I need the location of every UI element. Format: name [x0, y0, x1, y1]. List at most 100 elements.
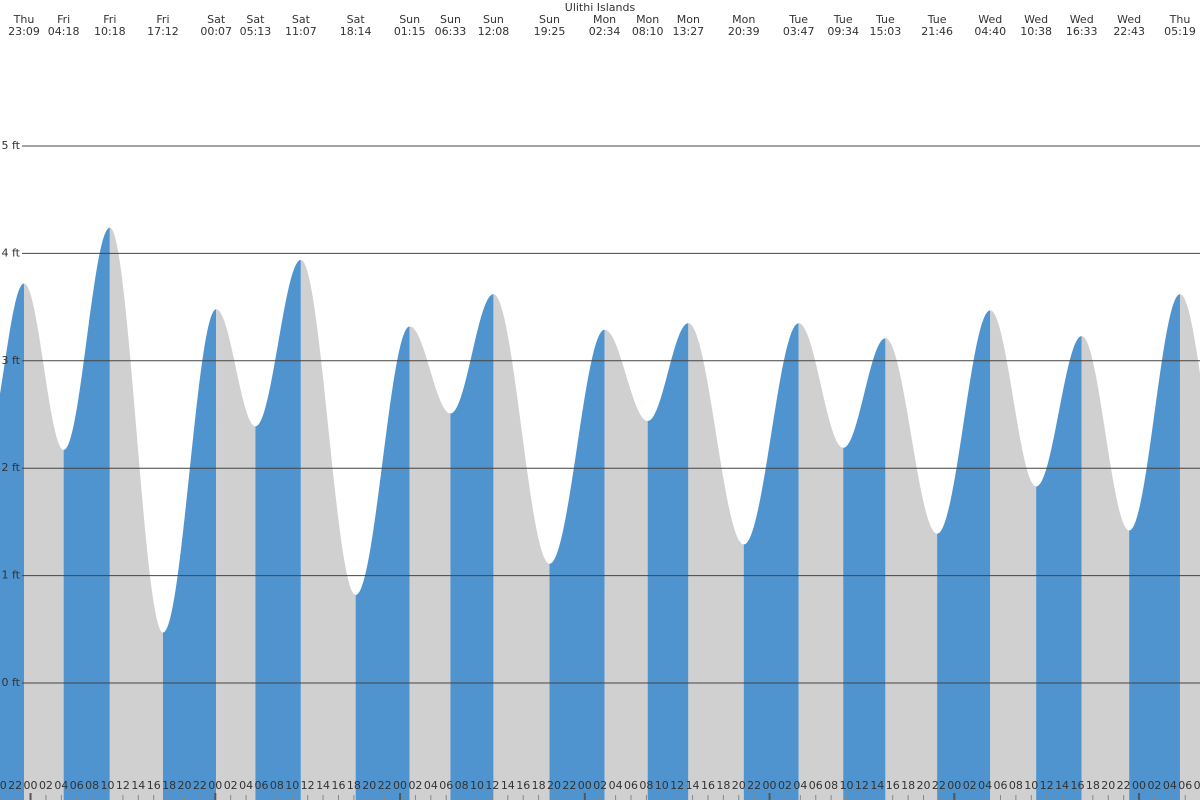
hour-tick — [476, 795, 478, 800]
extreme-time: 03:47 — [783, 25, 815, 38]
hour-tick — [676, 795, 678, 800]
hour-tick — [199, 795, 201, 800]
hour-tick — [707, 795, 709, 800]
hour-tick — [107, 795, 109, 800]
hour-tick — [91, 795, 93, 800]
hour-tick — [553, 795, 555, 800]
hour-tick — [738, 795, 740, 800]
hour-label: 18 — [532, 779, 546, 792]
hour-label: 00 — [763, 779, 777, 792]
extreme-day: Fri — [57, 13, 70, 26]
hour-tick — [184, 795, 186, 800]
hour-tick — [260, 795, 262, 800]
hour-label: 00 — [947, 779, 961, 792]
rising-tide — [843, 338, 886, 800]
hour-label: 16 — [1070, 779, 1084, 792]
hour-tick — [892, 795, 894, 800]
hour-label: 14 — [870, 779, 884, 792]
hour-tick — [846, 795, 848, 800]
hour-tick — [799, 795, 801, 800]
falling-tide — [300, 259, 356, 800]
hour-label: 00 — [393, 779, 407, 792]
hour-tick — [1015, 795, 1017, 800]
extreme-time: 17:12 — [147, 25, 179, 38]
falling-tide — [216, 309, 256, 800]
hour-label: 14 — [686, 779, 700, 792]
extreme-time: 10:18 — [94, 25, 126, 38]
hour-label: 22 — [378, 779, 392, 792]
falling-tide — [1179, 294, 1200, 800]
hour-tick — [214, 793, 217, 800]
hour-label: 20 — [362, 779, 376, 792]
hour-tick — [384, 795, 386, 800]
hour-tick — [276, 795, 278, 800]
hour-label: 16 — [331, 779, 345, 792]
hour-tick — [1107, 795, 1109, 800]
hour-tick — [168, 795, 170, 800]
extreme-time: 19:25 — [534, 25, 566, 38]
extreme-time: 20:39 — [728, 25, 760, 38]
hour-label: 14 — [131, 779, 145, 792]
hour-tick — [645, 795, 647, 800]
extreme-day: Fri — [156, 13, 169, 26]
hour-tick — [768, 793, 771, 800]
falling-tide — [798, 323, 844, 800]
extreme-time: 01:15 — [394, 25, 426, 38]
hour-tick — [1153, 795, 1155, 800]
hour-tick — [630, 795, 632, 800]
falling-tide — [688, 323, 744, 800]
hour-label: 06 — [809, 779, 823, 792]
extreme-time: 13:27 — [672, 25, 704, 38]
hour-label: 02 — [408, 779, 422, 792]
extreme-time: 05:19 — [1164, 25, 1196, 38]
hour-tick — [1076, 795, 1078, 800]
falling-tide — [885, 338, 938, 800]
hour-tick — [661, 795, 663, 800]
extreme-time: 04:18 — [48, 25, 80, 38]
hour-tick — [153, 795, 155, 800]
hour-label: 14 — [1055, 779, 1069, 792]
hour-label: 02 — [224, 779, 238, 792]
extreme-day: Sun — [440, 13, 461, 26]
hour-label: 12 — [485, 779, 499, 792]
hour-tick — [753, 795, 755, 800]
extreme-time: 12:08 — [478, 25, 510, 38]
hour-tick — [137, 795, 139, 800]
extreme-day: Wed — [1070, 13, 1094, 26]
hour-label: 22 — [1117, 779, 1131, 792]
hour-label: 18 — [347, 779, 361, 792]
hour-label: 04 — [609, 779, 623, 792]
hour-label: 02 — [593, 779, 607, 792]
hour-tick — [1030, 795, 1032, 800]
hour-label: 06 — [993, 779, 1007, 792]
extreme-day: Wed — [978, 13, 1002, 26]
hour-label: 18 — [1086, 779, 1100, 792]
hour-tick — [861, 795, 863, 800]
hour-label: 10 — [101, 779, 115, 792]
hour-label: 08 — [639, 779, 653, 792]
y-tick-label: 0 ft — [2, 676, 21, 689]
extreme-time: 02:34 — [589, 25, 621, 38]
hour-label: 10 — [285, 779, 299, 792]
hour-label: 18 — [716, 779, 730, 792]
hour-tick — [784, 795, 786, 800]
hour-tick — [599, 795, 601, 800]
hour-tick — [122, 795, 124, 800]
hour-label: 06 — [624, 779, 638, 792]
rising-tide — [1129, 294, 1180, 800]
y-tick-label: 3 ft — [2, 354, 21, 367]
hour-label: 12 — [1040, 779, 1054, 792]
hour-tick — [76, 795, 78, 800]
extreme-time: 18:14 — [340, 25, 372, 38]
hour-tick — [461, 795, 463, 800]
extreme-time: 04:40 — [974, 25, 1006, 38]
extreme-time: 23:09 — [8, 25, 40, 38]
hour-tick — [1138, 793, 1141, 800]
rising-tide — [162, 309, 217, 800]
hour-label: 08 — [455, 779, 469, 792]
hour-label: 02 — [778, 779, 792, 792]
hour-label: 08 — [824, 779, 838, 792]
hour-tick — [60, 795, 62, 800]
extreme-day: Sun — [483, 13, 504, 26]
